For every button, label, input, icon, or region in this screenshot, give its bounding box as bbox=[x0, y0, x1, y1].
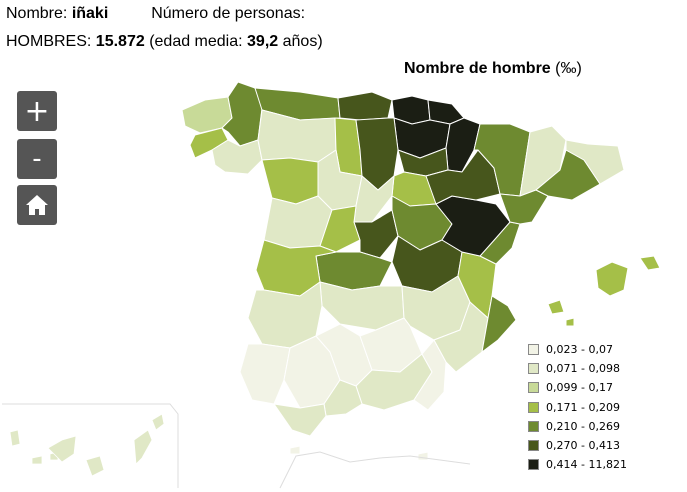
region-ibiza[interactable] bbox=[547, 299, 565, 315]
legend-item: 0,023 - 0,07 bbox=[528, 340, 627, 359]
legend-label: 0,270 - 0,413 bbox=[546, 439, 620, 453]
name-info-line: Nombre: iñaki Número de personas: bbox=[6, 5, 305, 23]
region-mallorca[interactable] bbox=[595, 261, 629, 297]
region-menorca[interactable] bbox=[639, 255, 661, 271]
region-badajoz[interactable] bbox=[247, 281, 323, 349]
legend-swatch bbox=[528, 401, 539, 413]
region-zamora[interactable] bbox=[261, 157, 319, 205]
region-fuerteventura[interactable] bbox=[133, 429, 153, 465]
legend-item: 0,171 - 0,209 bbox=[528, 398, 627, 417]
legend-label: 0,414 - 11,821 bbox=[546, 458, 627, 472]
home-icon bbox=[26, 195, 48, 215]
region-ourense[interactable] bbox=[211, 139, 263, 175]
legend: 0,023 - 0,07 0,071 - 0,098 0,099 - 0,17 0,1… bbox=[528, 340, 627, 474]
region-gran-canaria[interactable] bbox=[85, 455, 105, 477]
region-huelva[interactable] bbox=[239, 343, 291, 405]
legend-label: 0,023 - 0,07 bbox=[546, 343, 613, 357]
age-label: (edad media: bbox=[149, 33, 243, 50]
zoom-in-icon: + bbox=[24, 93, 50, 129]
legend-swatch bbox=[528, 440, 539, 452]
age-unit: años) bbox=[282, 33, 323, 50]
zoom-in-button[interactable]: + bbox=[17, 91, 57, 131]
legend-label: 0,171 - 0,209 bbox=[546, 400, 620, 414]
legend-label: 0,099 - 0,17 bbox=[546, 381, 613, 395]
legend-label: 0,071 - 0,098 bbox=[546, 362, 620, 376]
map-title: Nombre de hombre (‰) bbox=[404, 60, 582, 78]
region-alicante[interactable] bbox=[481, 295, 517, 353]
legend-swatch bbox=[528, 363, 539, 375]
region-el-hierro[interactable] bbox=[31, 455, 43, 465]
region-formentera[interactable] bbox=[565, 317, 575, 327]
men-label: HOMBRES: bbox=[6, 33, 92, 50]
map-title-text: Nombre de hombre bbox=[404, 60, 551, 77]
map-title-unit: (‰) bbox=[555, 60, 582, 77]
legend-swatch bbox=[528, 420, 539, 432]
legend-item: 0,071 - 0,098 bbox=[528, 359, 627, 378]
men-info-line: HOMBRES: 15.872 (edad media: 39,2 años) bbox=[6, 33, 323, 51]
region-caceres[interactable] bbox=[255, 239, 337, 297]
legend-swatch bbox=[528, 344, 539, 356]
region-la-palma[interactable] bbox=[9, 429, 21, 447]
home-button[interactable] bbox=[17, 185, 57, 225]
legend-label: 0,210 - 0,269 bbox=[546, 419, 620, 433]
legend-item: 0,099 - 0,17 bbox=[528, 378, 627, 397]
zoom-out-button[interactable]: - bbox=[17, 139, 57, 179]
region-madrid[interactable] bbox=[353, 209, 399, 259]
legend-item: 0,414 - 11,821 bbox=[528, 455, 627, 474]
region-melilla[interactable] bbox=[417, 451, 429, 461]
region-ciudad-real[interactable] bbox=[319, 281, 405, 331]
north-africa-coastline bbox=[279, 451, 471, 489]
legend-swatch bbox=[528, 382, 539, 394]
region-girona[interactable] bbox=[565, 139, 625, 185]
region-tenerife[interactable] bbox=[47, 435, 77, 463]
legend-swatch bbox=[528, 459, 539, 471]
region-cantabria[interactable] bbox=[337, 91, 393, 121]
zoom-out-icon: - bbox=[32, 144, 42, 174]
region-cadiz[interactable] bbox=[273, 403, 327, 437]
canary-inset-frame bbox=[2, 403, 179, 488]
legend-item: 0,210 - 0,269 bbox=[528, 417, 627, 436]
region-lanzarote[interactable] bbox=[151, 413, 165, 431]
men-value: 15.872 bbox=[95, 33, 145, 50]
persons-label: Número de personas: bbox=[151, 5, 306, 22]
name-label: Nombre: bbox=[6, 5, 68, 22]
region-ceuta[interactable] bbox=[289, 445, 301, 455]
age-value: 39,2 bbox=[247, 33, 279, 50]
name-value: iñaki bbox=[71, 5, 109, 22]
legend-item: 0,270 - 0,413 bbox=[528, 436, 627, 455]
